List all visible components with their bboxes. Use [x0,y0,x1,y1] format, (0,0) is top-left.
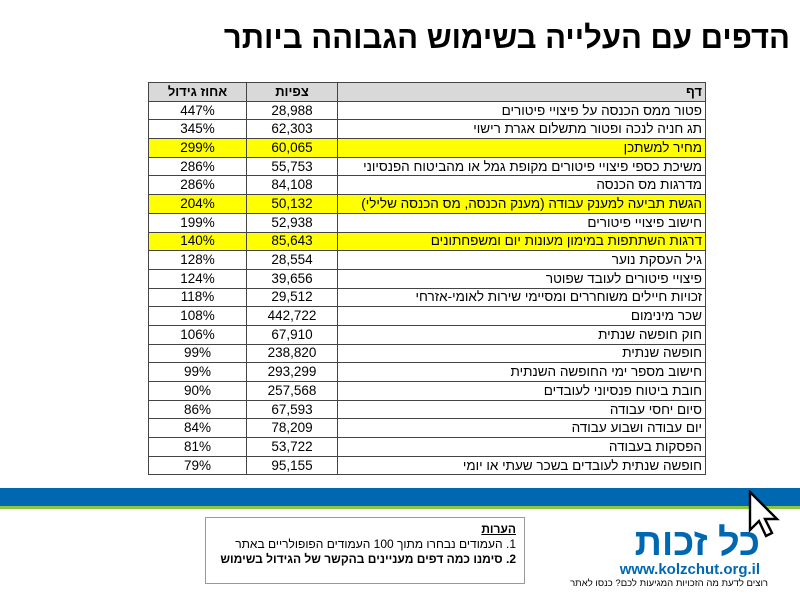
growth-cell: 124% [148,268,247,289]
growth-cell: 447% [148,100,247,121]
views-cell: 62,303 [246,119,338,140]
table-row: 124% 39,656 פיצויי פיטורים לעובד שפוטר [148,268,706,289]
growth-cell: 81% [148,437,247,457]
logo-url: www.kolzchut.org.il [619,561,760,578]
views-cell: 55,753 [246,156,338,177]
growth-cell: 299% [148,138,247,158]
growth-cell: 345% [148,119,247,140]
growth-cell: 286% [148,175,247,196]
notes-box: הערות 1. העמודים נבחרו מתוך 100 העמודים … [205,517,525,584]
green-line [0,506,800,509]
page-cell: פיצויי פיטורים לעובד שפוטר [337,268,706,289]
table-row: 199% 52,938 חישוב פיצויי פיטורים [148,212,706,233]
growth-cell: 199% [148,212,247,233]
views-cell: 293,299 [246,362,338,382]
page-cell: חובת ביטוח פנסיוני לעובדים [337,381,706,401]
views-cell: 78,209 [246,418,338,439]
table-row: 99% 293,299 חישוב מספר ימי החופשה השנתית [148,362,706,382]
table-row: 204% 50,132 הגשת תביעה למענק עבודה (מענק ה… [148,194,706,214]
views-cell: 84,108 [246,175,338,196]
table-row: 99% 238,820 חופשה שנתית [148,343,706,364]
growth-cell: 99% [148,343,247,364]
growth-cell: 118% [148,287,247,308]
table-row: 447% 28,988 פטור ממס הכנסה על פיצויי פיטור… [148,100,706,121]
table-row: 81% 53,722 הפסקות בעבודה [148,437,706,457]
page-cell: שכר מינימום [337,306,706,326]
growth-cell: 128% [148,250,247,270]
table-row: 286% 55,753 משיכת כספי פיצויי פיטורים מקופ… [148,156,706,177]
note-item: 1. העמודים נבחרו מתוך 100 העמודים הפופול… [235,537,516,551]
logo-tagline: רוצים לדעת מה הזכויות המגיעות לכם? כנסו … [570,578,768,589]
growth-cell: 90% [148,381,247,401]
views-cell: 28,554 [246,250,338,270]
views-cell: 95,155 [246,455,338,476]
mouse-cursor-icon [748,490,780,538]
page-cell: הגשת תביעה למענק עבודה (מענק הכנסה, מס ה… [337,194,706,214]
page-cell: חישוב מספר ימי החופשה השנתית [337,362,706,382]
views-cell: 238,820 [246,343,338,364]
logo-brand: כל זכות [634,522,760,564]
page-cell: חישוב פיצויי פיטורים [337,212,706,233]
growth-cell: 204% [148,194,247,214]
table-row: 128% 28,554 גיל העסקת נוער [148,250,706,270]
table-row: 86% 67,593 סיום יחסי עבודה [148,399,706,420]
views-cell: 28,988 [246,100,338,121]
growth-cell: 140% [148,231,247,252]
header-page: דף [337,82,706,102]
views-cell: 39,656 [246,268,338,289]
views-cell: 50,132 [246,194,338,214]
blue-band [0,488,800,506]
views-cell: 67,593 [246,399,338,420]
table-header-row: אחוז גידול צפיות דף [148,82,706,102]
growth-cell: 106% [148,324,247,345]
header-views: צפיות [246,82,338,102]
page-cell: הפסקות בעבודה [337,437,706,457]
page-cell: מדרגות מס הכנסה [337,175,706,196]
page-cell: משיכת כספי פיצויי פיטורים מקופת גמל או מ… [337,156,706,177]
table-row: 90% 257,568 חובת ביטוח פנסיוני לעובדים [148,381,706,401]
slide-title: הדפים עם העלייה בשימוש הגבוהה ביותר [223,20,790,55]
page-cell: חופשה שנתית לעובדים בשכר שעתי או יומי [337,455,706,476]
page-cell: פטור ממס הכנסה על פיצויי פיטורים [337,100,706,121]
page-cell: זכויות חיילים משוחררים ומסיימי שירות לאו… [337,287,706,308]
views-cell: 52,938 [246,212,338,233]
page-cell: תג חניה לנכה ופטור מתשלום אגרת רישוי [337,119,706,140]
views-cell: 67,910 [246,324,338,345]
views-cell: 29,512 [246,287,338,308]
table-row: 118% 29,512 זכויות חיילים משוחררים ומסיימי… [148,287,706,308]
page-cell: סיום יחסי עבודה [337,399,706,420]
table-row: 79% 95,155 חופשה שנתית לעובדים בשכר שעתי א… [148,455,706,476]
page-cell: יום עבודה ושבוע עבודה [337,418,706,439]
growth-cell: 99% [148,362,247,382]
table-row: 108% 442,722 שכר מינימום [148,306,706,326]
table-row: 286% 84,108 מדרגות מס הכנסה [148,175,706,196]
growth-cell: 108% [148,306,247,326]
growth-cell: 79% [148,455,247,476]
views-cell: 60,065 [246,138,338,158]
views-cell: 442,722 [246,306,338,326]
growth-table: אחוז גידול צפיות דף 447% 28,988 פטור ממס ה… [148,82,706,476]
views-cell: 53,722 [246,437,338,457]
page-cell: מחיר למשתכן [337,138,706,158]
growth-cell: 286% [148,156,247,177]
views-cell: 257,568 [246,381,338,401]
views-cell: 85,643 [246,231,338,252]
page-cell: חוק חופשה שנתית [337,324,706,345]
page-cell: גיל העסקת נוער [337,250,706,270]
page-cell: חופשה שנתית [337,343,706,364]
notes-heading: הערות [481,522,516,536]
note-item: 2. סימנו כמה דפים מעניינים בהקשר של הגיד… [220,552,516,566]
header-growth: אחוז גידול [148,82,247,102]
growth-cell: 84% [148,418,247,439]
table-row: 345% 62,303 תג חניה לנכה ופטור מתשלום אגרת… [148,119,706,140]
kolzchut-logo: כל זכות www.kolzchut.org.il רוצים לדעת מ… [570,522,770,589]
table-row: 299% 60,065 מחיר למשתכן [148,138,706,158]
page-cell: דרגות השתתפות במימון מעונות יום ומשפחתונ… [337,231,706,252]
table-row: 84% 78,209 יום עבודה ושבוע עבודה [148,418,706,439]
growth-cell: 86% [148,399,247,420]
table-row: 106% 67,910 חוק חופשה שנתית [148,324,706,345]
table-row: 140% 85,643 דרגות השתתפות במימון מעונות יו… [148,231,706,252]
